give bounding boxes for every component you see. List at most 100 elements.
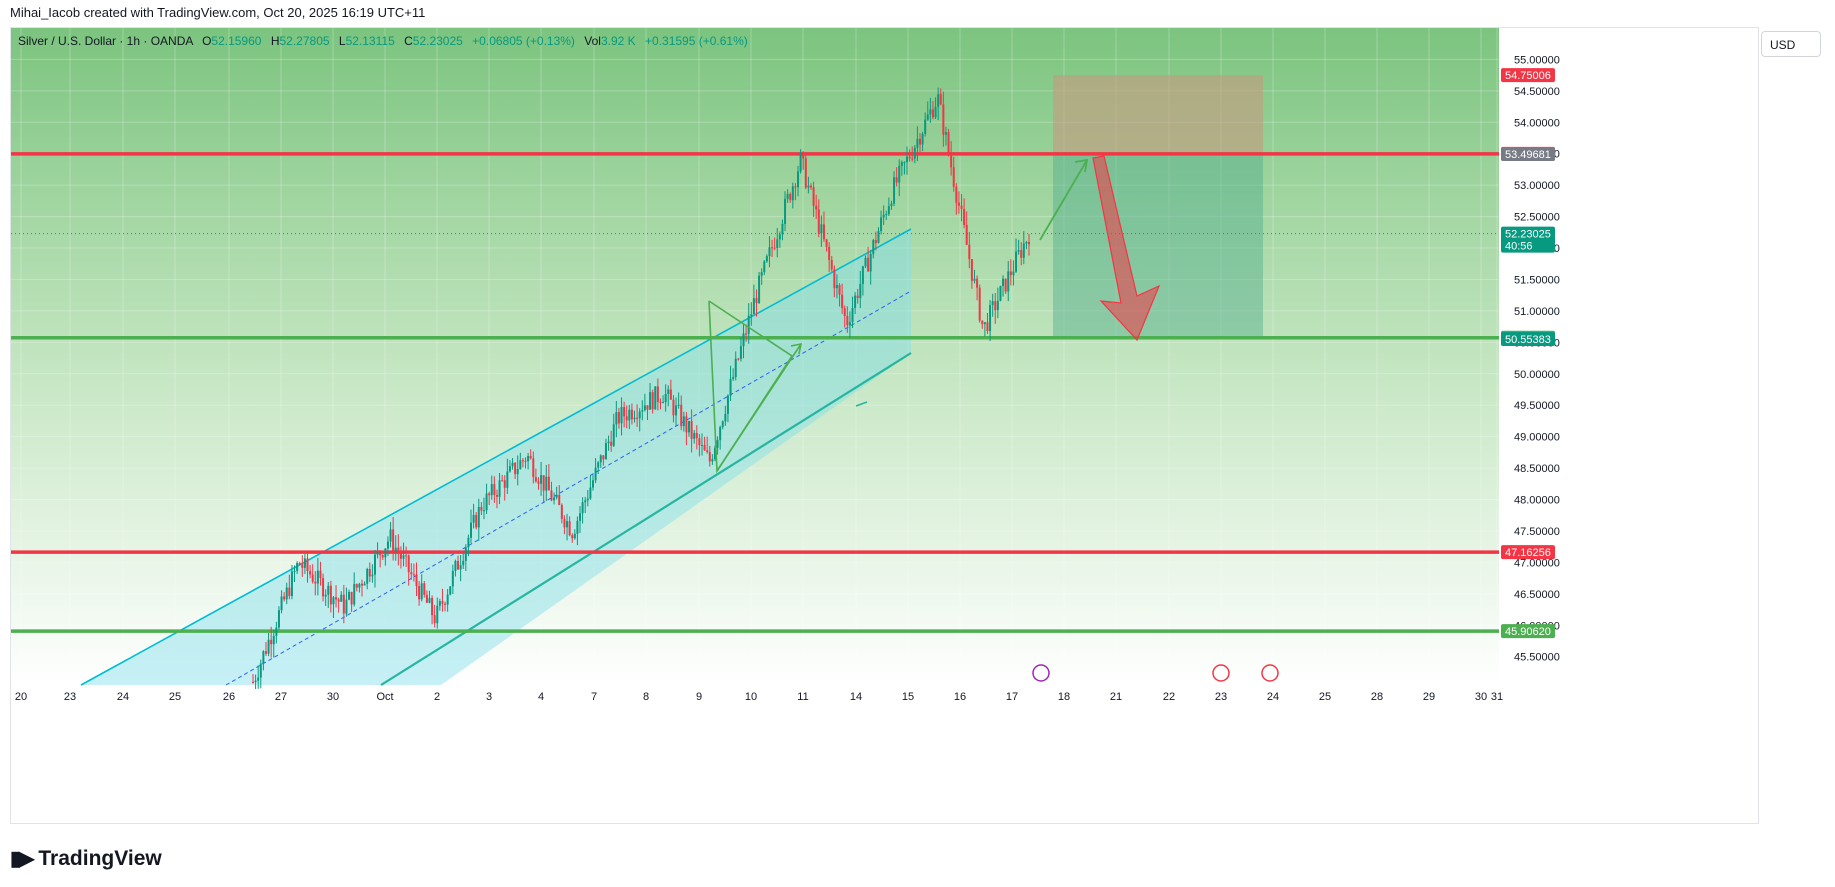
time-tick-label: 10	[745, 691, 757, 703]
candle-body	[952, 167, 955, 187]
candle-body	[311, 574, 314, 582]
economic-event-icon[interactable]	[1261, 664, 1279, 682]
candle-body	[786, 194, 789, 199]
candle-body	[890, 203, 893, 207]
candle-body	[680, 404, 683, 427]
candle-body	[955, 186, 958, 203]
breakout-arrow-head	[790, 342, 803, 355]
price-tick-label: 55.00000	[1514, 54, 1560, 66]
time-tick-label: 29	[1423, 691, 1435, 703]
candle-body	[545, 476, 548, 491]
position-reward-zone[interactable]	[1053, 153, 1263, 338]
candle-body	[1017, 250, 1020, 252]
price-label-badge[interactable]	[1501, 331, 1555, 346]
candle-body	[659, 401, 662, 403]
candle-body	[521, 460, 524, 462]
time-tick-label: 18	[1058, 691, 1070, 703]
candle-body	[392, 529, 395, 552]
currency-selector[interactable]: USD	[1761, 31, 1821, 57]
price-label-text: 53.49681	[1505, 149, 1551, 161]
candle-body	[768, 247, 771, 257]
legend-high-label: H	[270, 34, 280, 48]
candle-body	[820, 224, 823, 234]
time-tick-label: 20	[15, 691, 27, 703]
candle-body	[711, 459, 714, 462]
candle-body	[399, 553, 402, 559]
price-label-badge[interactable]	[1501, 68, 1555, 83]
candle-body	[931, 109, 934, 118]
time-tick-label: 30	[1475, 691, 1487, 703]
candle-body	[776, 239, 779, 249]
chart-frame[interactable]: 45.5000046.0000046.5000047.0000047.50000…	[10, 27, 1759, 824]
breakout-arrow-line[interactable]	[716, 343, 802, 472]
price-chart[interactable]: 45.5000046.0000046.5000047.0000047.50000…	[11, 28, 1759, 824]
price-tick-label: 51.00000	[1514, 306, 1560, 318]
candle-body	[970, 259, 973, 281]
time-tick-label: 2	[434, 691, 440, 703]
legend-high-value: 52.27805	[279, 34, 330, 48]
price-label-text: 47.16256	[1505, 547, 1551, 559]
time-tick-label: 25	[1319, 691, 1331, 703]
candle-body	[309, 571, 312, 575]
candle-body	[296, 563, 299, 571]
time-tick-label: 14	[850, 691, 862, 703]
candle-body	[436, 605, 439, 624]
price-label-badge[interactable]	[1501, 146, 1555, 161]
price-label-badge[interactable]	[1501, 226, 1555, 253]
candle-body	[301, 564, 304, 568]
price-tick-label: 48.50000	[1514, 463, 1560, 475]
legend-open-label: O	[202, 34, 212, 48]
position-risk-zone[interactable]	[1053, 75, 1263, 154]
candle-body	[342, 594, 345, 614]
price-tick-label: 47.50000	[1514, 526, 1560, 538]
candle-body	[267, 639, 270, 654]
price-tick-label: 48.00000	[1514, 495, 1560, 507]
drop-arrow[interactable]	[1092, 155, 1161, 342]
candle-body	[254, 680, 257, 683]
candle-body	[846, 316, 849, 326]
channel-upper-line[interactable]	[80, 228, 912, 686]
candle-body	[350, 591, 353, 605]
candle-body	[425, 594, 428, 603]
time-tick-label: 23	[1215, 691, 1227, 703]
candle-body	[802, 152, 805, 159]
time-tick-label: 11	[797, 691, 808, 703]
price-label-badge[interactable]	[1501, 624, 1555, 639]
legend-symbol[interactable]: Silver / U.S. Dollar · 1h · OANDA	[18, 34, 193, 48]
candle-body	[563, 518, 566, 528]
candle-body	[428, 597, 431, 603]
candle-body	[745, 333, 748, 335]
channel-mid-line[interactable]	[225, 290, 912, 686]
tradingview-logo[interactable]: ▮▶ TradingView	[10, 846, 162, 871]
candle-body	[405, 555, 408, 557]
price-tick-label: 49.50000	[1514, 400, 1560, 412]
price-label-badge[interactable]	[1501, 545, 1555, 560]
dividend-event-icon[interactable]	[1032, 664, 1050, 682]
candle-body	[703, 444, 706, 451]
candle-body	[384, 548, 387, 558]
candle-body	[272, 635, 275, 645]
target-arrow-line[interactable]	[1039, 159, 1088, 241]
time-tick-label: 7	[591, 691, 597, 703]
legend-volume-label: Vol	[584, 34, 601, 48]
candle-body	[965, 225, 968, 245]
price-tick-label: 53.00000	[1514, 180, 1560, 192]
candle-body	[298, 563, 301, 565]
candle-body	[324, 594, 327, 597]
candle-body	[937, 94, 940, 107]
candle-body	[924, 119, 927, 134]
candle-body	[389, 529, 392, 542]
time-tick-label: 3	[486, 691, 492, 703]
candle-body	[797, 171, 800, 188]
candle-body	[765, 256, 768, 262]
candle-body	[503, 480, 506, 488]
candle-body	[646, 405, 649, 410]
candle-body	[314, 581, 317, 584]
candle-body	[838, 285, 841, 295]
economic-event-icon[interactable]	[1212, 664, 1230, 682]
candle-body	[781, 223, 784, 235]
time-tick-label: 16	[954, 691, 966, 703]
candle-body	[976, 278, 979, 288]
candle-body	[732, 377, 735, 379]
candle-body	[508, 466, 511, 472]
